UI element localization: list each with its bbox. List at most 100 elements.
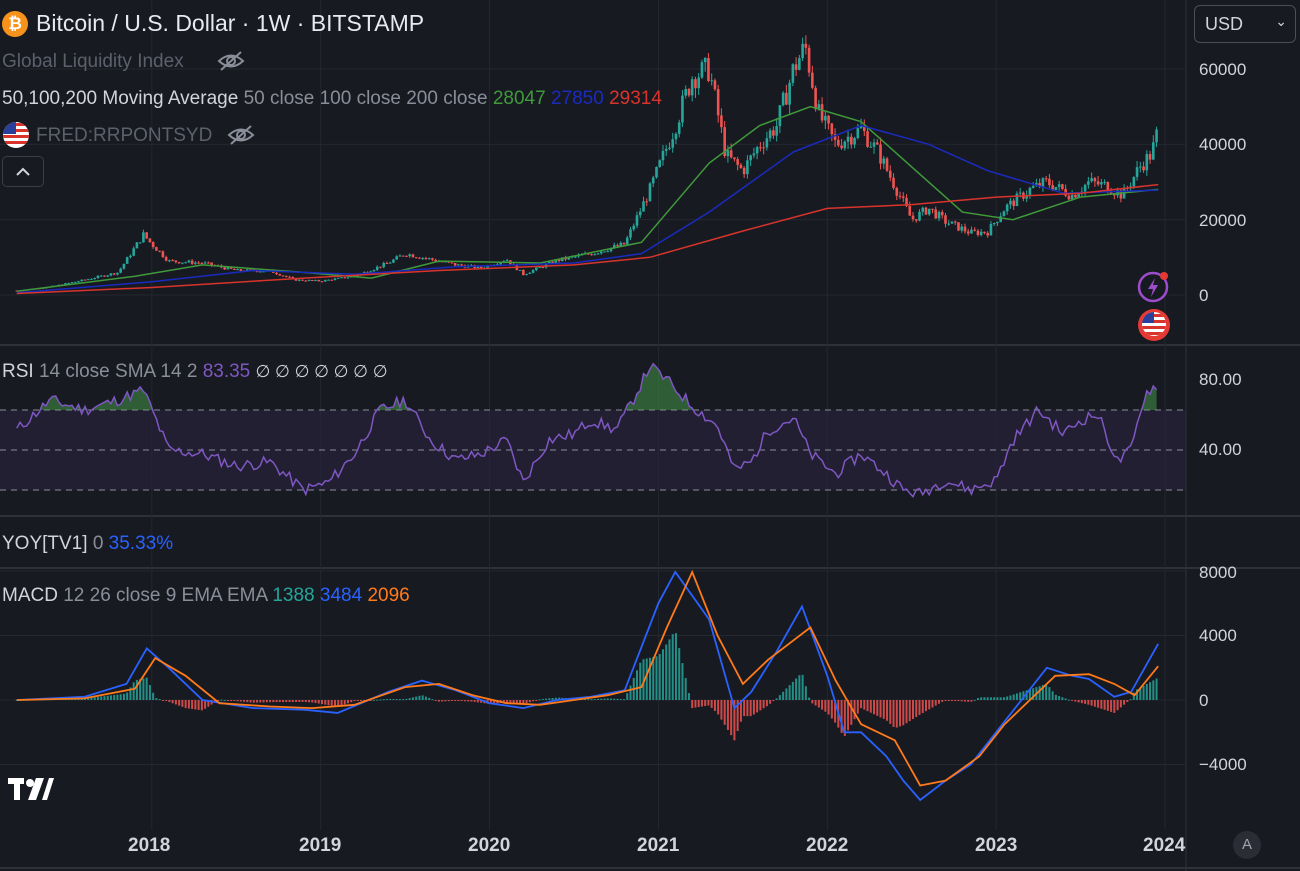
candle-body: [888, 170, 892, 178]
candle-body: [1135, 167, 1139, 177]
candle-body: [239, 269, 243, 271]
macd-histogram-bar: [860, 700, 863, 709]
macd-histogram-bar: [161, 700, 164, 701]
macd-histogram-bar: [879, 700, 882, 718]
symbol-title[interactable]: Bitcoin / U.S. Dollar · 1W · BITSTAMP: [36, 10, 425, 36]
candle-body: [1009, 200, 1012, 205]
candle-body: [885, 158, 889, 171]
yoy-legend[interactable]: YOY[TV1] 0 35.33%: [2, 533, 173, 555]
candle-body: [1015, 193, 1019, 207]
candle-body: [301, 279, 304, 281]
macd-histogram-bar: [359, 700, 362, 701]
candle-body: [596, 253, 600, 255]
macd-histogram-bar: [1041, 685, 1044, 700]
macd-histogram-bar: [1028, 689, 1031, 700]
candle-body: [742, 167, 746, 175]
moving-average-line: [16, 105, 1159, 292]
macd-histogram-bar: [635, 670, 638, 700]
macd-histogram-bar: [90, 697, 93, 700]
macd-histogram-bar: [678, 648, 681, 700]
macd-histogram-bar: [739, 700, 742, 722]
macd-histogram-bar: [434, 700, 437, 701]
rsi-value: 83.35: [202, 361, 251, 382]
candle-body: [960, 226, 964, 231]
eye-hidden-icon[interactable]: [226, 124, 256, 146]
candle-body: [937, 211, 941, 219]
macd-histogram-bar: [730, 700, 733, 736]
candle-body: [901, 196, 905, 198]
macd-histogram-bar: [96, 696, 99, 700]
lightning-alert-icon[interactable]: [1136, 270, 1172, 304]
eye-hidden-icon[interactable]: [216, 50, 246, 72]
candle-body: [999, 216, 1002, 222]
candle-body: [421, 257, 424, 259]
macd-histogram-bar: [233, 700, 236, 701]
macd-histogram-bar: [847, 700, 850, 731]
macd-legend[interactable]: MACD 12 26 close 9 EMA EMA 1388 3484 209…: [2, 585, 410, 607]
candle-body: [499, 262, 502, 265]
candle-body: [90, 278, 93, 280]
fred-label[interactable]: FRED:RRPONTSYD: [36, 125, 213, 146]
macd-histogram-bar: [899, 700, 902, 727]
currency-select[interactable]: USD ⌄: [1194, 5, 1296, 43]
ma-label[interactable]: 50,100,200 Moving Average 50 close 100 c…: [2, 88, 662, 110]
collapse-legend-button[interactable]: [2, 156, 44, 187]
candle-body: [408, 254, 411, 257]
macd-histogram-bar: [1032, 688, 1035, 700]
candle-body: [1142, 166, 1145, 171]
macd-histogram-bar: [681, 663, 684, 700]
macd-histogram-bar: [385, 699, 388, 701]
macd-histogram-bar: [603, 698, 606, 700]
candle-body: [645, 201, 649, 203]
candle-body: [330, 279, 334, 281]
macd-histogram-bar: [687, 693, 690, 700]
macd-tick: 4000: [1199, 626, 1237, 645]
candle-body: [557, 259, 561, 262]
macd-histogram-bar: [522, 700, 525, 705]
macd-histogram-bar: [1093, 700, 1096, 707]
candle-body: [837, 139, 840, 146]
macd-histogram-bar: [187, 700, 190, 709]
macd-histogram-bar: [671, 634, 674, 700]
macd-histogram-bar: [882, 700, 885, 719]
candle-body: [223, 267, 226, 270]
candle-body: [535, 267, 538, 271]
macd-histogram-bar: [389, 698, 392, 700]
macd-histogram-bar: [259, 700, 262, 703]
candle-body: [249, 269, 252, 271]
candle-body: [1048, 178, 1051, 186]
candle-body: [382, 262, 386, 268]
candle-body: [103, 275, 106, 277]
candle-body: [918, 211, 921, 221]
candle-body: [275, 272, 278, 275]
candle-body: [255, 270, 259, 272]
candle-body: [872, 142, 876, 147]
auto-scale-button[interactable]: A: [1233, 831, 1261, 859]
candle-body: [164, 257, 168, 261]
macd-histogram-bar: [304, 700, 307, 703]
us-flag-marker-icon[interactable]: [1136, 307, 1172, 343]
time-tick: 2024: [1143, 835, 1186, 856]
macd-histogram-bar: [736, 700, 739, 732]
candle-body: [73, 281, 77, 283]
macd-histogram-bar: [321, 700, 324, 705]
candle-body: [80, 279, 84, 282]
candle-body: [236, 269, 239, 271]
candle-body: [207, 262, 210, 264]
macd-histogram-bar: [986, 697, 989, 700]
liquidity-label[interactable]: Global Liquidity Index: [2, 51, 184, 72]
candle-body: [629, 229, 632, 238]
candle-body: [658, 160, 662, 167]
macd-histogram-bar: [473, 700, 476, 702]
candle-body: [1103, 181, 1106, 183]
rsi-legend[interactable]: RSI 14 close SMA 14 2 83.35 ∅ ∅ ∅ ∅ ∅ ∅ …: [2, 361, 388, 383]
candle-body: [638, 211, 642, 216]
macd-histogram-bar: [908, 700, 911, 722]
macd-histogram-bar: [126, 692, 129, 700]
macd-histogram-bar: [337, 700, 340, 707]
candle-body: [460, 264, 463, 266]
candle-body: [651, 177, 655, 184]
macd-histogram-bar: [1103, 700, 1106, 710]
candle-body: [284, 275, 288, 277]
